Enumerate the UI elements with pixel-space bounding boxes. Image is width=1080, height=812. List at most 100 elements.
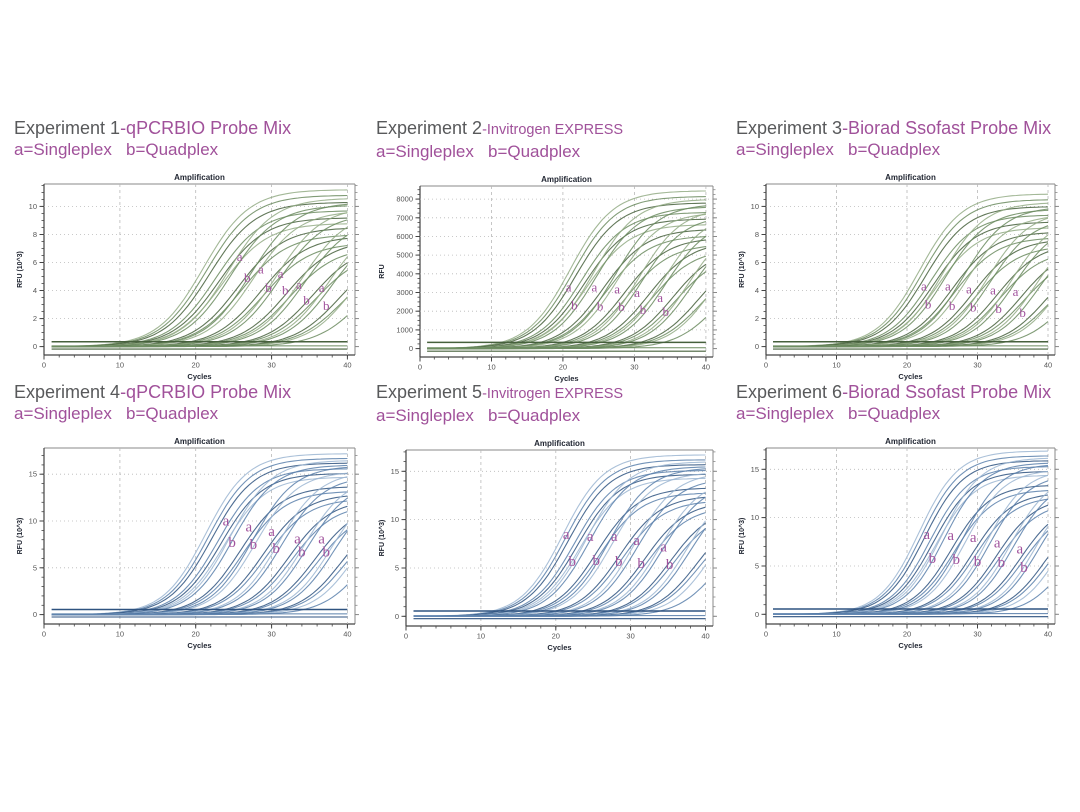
svg-text:Cycles: Cycles	[547, 643, 571, 652]
svg-text:15: 15	[751, 465, 759, 474]
svg-text:10: 10	[116, 630, 124, 639]
svg-text:5: 5	[755, 562, 759, 571]
svg-text:15: 15	[391, 467, 399, 476]
svg-text:6: 6	[755, 258, 759, 267]
experiment-1-title: Experiment 1-qPCRBIO Probe Mix	[14, 118, 366, 139]
svg-text:b: b	[571, 297, 578, 312]
svg-text:5000: 5000	[396, 251, 413, 260]
experiment-4-title: Experiment 4-qPCRBIO Probe Mix	[14, 382, 366, 403]
svg-text:b: b	[323, 298, 330, 313]
svg-text:10: 10	[29, 517, 37, 526]
svg-text:a: a	[245, 519, 252, 535]
svg-text:Amplification: Amplification	[885, 173, 936, 182]
svg-text:20: 20	[903, 630, 911, 639]
svg-text:Cycles: Cycles	[187, 372, 211, 381]
svg-text:b: b	[228, 535, 236, 551]
svg-text:Amplification: Amplification	[174, 173, 225, 182]
experiment-2-number: Experiment 2	[376, 118, 483, 138]
svg-text:0: 0	[395, 612, 399, 621]
svg-text:10: 10	[391, 515, 399, 524]
svg-text:30: 30	[630, 363, 638, 372]
svg-text:40: 40	[702, 363, 710, 372]
svg-text:10: 10	[751, 202, 759, 211]
experiment-2-title: Experiment 2-Invitrogen EXPRESS	[376, 118, 724, 141]
svg-text:a: a	[994, 536, 1001, 552]
experiment-6-plex-legend: a=Singleplex b=Quadplex	[736, 404, 941, 423]
svg-text:a: a	[592, 280, 598, 295]
svg-text:RFU (10^3): RFU (10^3)	[378, 520, 386, 557]
svg-text:0: 0	[764, 630, 768, 639]
svg-text:RFU (10^3): RFU (10^3)	[16, 251, 24, 288]
svg-text:2: 2	[33, 314, 37, 323]
experiment-6-reagent: -Biorad Ssofast Probe Mix	[842, 382, 1052, 402]
svg-text:a: a	[921, 279, 927, 294]
svg-text:Cycles: Cycles	[898, 372, 922, 381]
svg-text:30: 30	[973, 361, 981, 370]
svg-text:b: b	[322, 545, 330, 561]
experiment-2-panel: Experiment 2-Invitrogen EXPRESS a=Single…	[376, 118, 724, 386]
svg-text:4000: 4000	[396, 269, 413, 278]
svg-text:20: 20	[192, 630, 200, 639]
svg-text:3000: 3000	[396, 288, 413, 297]
experiment-6-number: Experiment 6	[736, 382, 843, 402]
svg-text:8: 8	[755, 230, 759, 239]
svg-text:20: 20	[192, 361, 200, 370]
svg-text:a: a	[660, 540, 667, 556]
svg-text:0: 0	[755, 610, 759, 619]
svg-text:0: 0	[409, 344, 413, 353]
svg-text:b: b	[615, 554, 623, 570]
svg-text:b: b	[1019, 305, 1026, 320]
svg-text:a: a	[614, 282, 620, 297]
svg-text:6000: 6000	[396, 232, 413, 241]
experiment-4-panel: Experiment 4-qPCRBIO Probe Mix a=Singlep…	[14, 382, 366, 664]
svg-text:a: a	[945, 279, 951, 294]
svg-text:Amplification: Amplification	[534, 439, 585, 448]
svg-text:b: b	[282, 283, 289, 298]
svg-text:40: 40	[701, 632, 709, 641]
svg-text:20: 20	[559, 363, 567, 372]
experiment-2-plex-legend: a=Singleplex b=Quadplex	[376, 142, 581, 161]
svg-text:2: 2	[755, 314, 759, 323]
svg-text:b: b	[995, 301, 1002, 316]
svg-text:RFU (10^3): RFU (10^3)	[738, 518, 746, 555]
svg-text:Amplification: Amplification	[885, 437, 936, 446]
experiment-6-title: Experiment 6-Biorad Ssofast Probe Mix	[736, 382, 1066, 403]
svg-text:a: a	[634, 285, 640, 300]
svg-text:RFU (10^3): RFU (10^3)	[738, 251, 746, 288]
svg-text:0: 0	[33, 610, 37, 619]
svg-text:RFU (10^3): RFU (10^3)	[16, 518, 24, 555]
svg-text:a: a	[947, 528, 954, 544]
svg-text:10: 10	[832, 361, 840, 370]
svg-text:a: a	[966, 281, 972, 296]
svg-text:15: 15	[29, 470, 37, 479]
svg-text:1000: 1000	[396, 325, 413, 334]
svg-text:b: b	[592, 553, 600, 569]
svg-text:a: a	[294, 532, 301, 548]
svg-text:a: a	[268, 524, 275, 540]
experiment-2-reagent: -Invitrogen EXPRESS	[482, 122, 624, 138]
svg-text:b: b	[303, 293, 310, 308]
svg-text:5: 5	[395, 564, 399, 573]
svg-text:a: a	[633, 533, 640, 549]
svg-text:Cycles: Cycles	[554, 374, 578, 383]
svg-text:30: 30	[973, 630, 981, 639]
svg-text:40: 40	[1044, 630, 1052, 639]
svg-text:7000: 7000	[396, 213, 413, 222]
experiment-3-number: Experiment 3	[736, 118, 843, 138]
svg-text:30: 30	[267, 630, 275, 639]
experiment-6-panel: Experiment 6-Biorad Ssofast Probe Mix a=…	[736, 382, 1066, 664]
svg-text:b: b	[953, 552, 961, 568]
svg-text:b: b	[1020, 560, 1028, 576]
svg-text:b: b	[618, 299, 625, 314]
svg-text:b: b	[970, 300, 977, 315]
svg-text:RFU: RFU	[379, 264, 386, 278]
experiment-1-plex-legend: a=Singleplex b=Quadplex	[14, 140, 219, 159]
svg-text:b: b	[974, 554, 982, 570]
amplification-chart-exp3: 0 10 20 30 400246810abababababAmplificationC…	[738, 173, 1059, 381]
svg-text:0: 0	[764, 361, 768, 370]
svg-text:a: a	[923, 527, 930, 543]
svg-text:10: 10	[477, 632, 485, 641]
svg-text:20: 20	[903, 361, 911, 370]
svg-text:b: b	[925, 297, 932, 312]
